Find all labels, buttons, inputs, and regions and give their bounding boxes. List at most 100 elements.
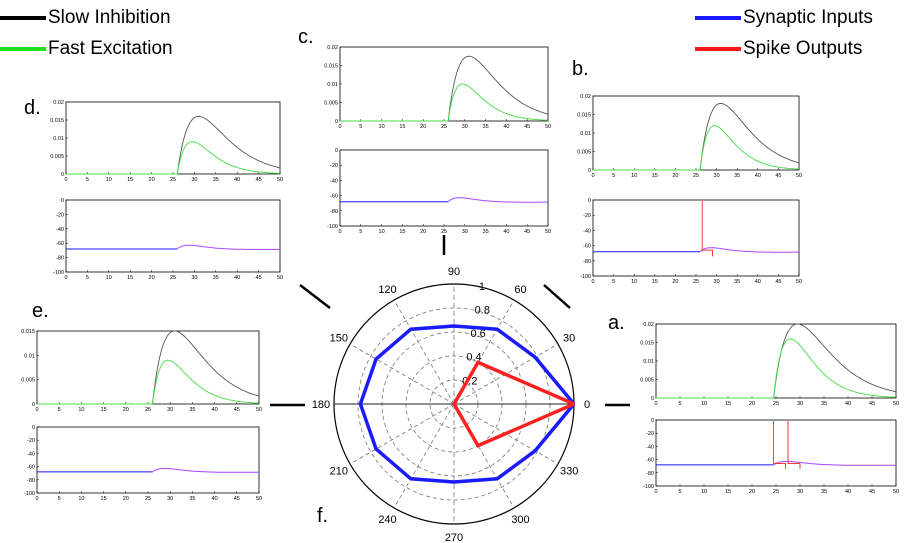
x-tick-label: 20 [123, 496, 129, 502]
legend-label: Spike Outputs [743, 38, 863, 59]
x-tick-label: 50 [893, 489, 899, 495]
axes-frame [36, 330, 260, 405]
y-tick-label: -60 [646, 458, 654, 464]
x-tick-label: 10 [78, 496, 84, 502]
y-tick-label: 0.005 [640, 378, 654, 384]
x-tick-label: 25 [441, 124, 447, 130]
x-tick-label: 45 [869, 401, 875, 407]
fast-excitation-trace [340, 83, 549, 122]
subplot-d-bottom: 0 5 10 15 20 25 30 35 40 45 50 0 -20 -40 -60 -80 -100 [53, 198, 283, 281]
y-tick-label: -60 [330, 194, 338, 200]
legend-label: Synaptic Inputs [743, 7, 873, 28]
y-tick-label: 0 [61, 172, 64, 178]
x-tick-label: 5 [612, 279, 615, 285]
y-tick-label: -40 [56, 227, 64, 233]
membrane-trace-post [773, 460, 896, 466]
y-tick-label: -40 [583, 228, 591, 234]
x-tick-label: 5 [58, 496, 61, 502]
y-tick-label: -40 [330, 178, 338, 184]
y-tick-label: 0.015 [21, 329, 35, 335]
y-tick-label: -80 [27, 478, 35, 484]
x-tick-label: 0 [35, 496, 38, 502]
x-tick-label: 15 [652, 173, 658, 179]
x-tick-label: 0 [64, 275, 67, 281]
x-tick-label: 0 [35, 407, 38, 413]
y-tick-label: -20 [330, 163, 338, 169]
x-tick-label: 35 [734, 279, 740, 285]
connector-d [299, 284, 331, 309]
y-tick-label: 0.01 [327, 82, 338, 88]
x-tick-label: 20 [420, 229, 426, 235]
polar-angle-label-60: 60 [514, 284, 526, 296]
x-tick-label: 25 [170, 177, 176, 183]
x-tick-label: 0 [591, 173, 594, 179]
x-tick-label: 30 [462, 124, 468, 130]
polar-spoke-240 [393, 403, 455, 509]
x-tick-label: 30 [797, 489, 803, 495]
y-tick-label: -40 [27, 451, 35, 457]
x-tick-label: 20 [149, 177, 155, 183]
polar-series-synaptic-inputs [358, 324, 576, 484]
x-tick-label: 30 [191, 177, 197, 183]
y-tick-label: 0.02 [53, 100, 64, 106]
x-tick-label: 25 [773, 401, 779, 407]
legend-label: Fast Excitation [48, 38, 173, 59]
y-tick-label: 0.005 [50, 154, 64, 160]
y-tick-label: 0 [335, 119, 338, 125]
legend-slow-inhibition: Slow Inhibition [0, 7, 171, 29]
y-tick-label: -20 [56, 212, 64, 218]
membrane-trace-post [176, 244, 280, 250]
subplot-b-bottom: 0 5 10 15 20 25 30 35 40 45 50 0 -20 -40 -60 -80 -100 [580, 198, 802, 285]
x-tick-label: 35 [189, 496, 195, 502]
x-tick-label: 40 [503, 124, 509, 130]
x-tick-label: 40 [234, 275, 240, 281]
x-tick-label: 5 [86, 177, 89, 183]
polar-spoke-60 [453, 299, 515, 405]
y-tick-label: 0.015 [640, 341, 654, 347]
legend-swatch-slow [0, 16, 46, 20]
x-tick-label: 35 [483, 229, 489, 235]
y-tick-label: -60 [27, 465, 35, 471]
x-tick-label: 25 [773, 489, 779, 495]
x-tick-label: 40 [503, 229, 509, 235]
x-tick-label: 30 [167, 496, 173, 502]
x-tick-label: 45 [775, 173, 781, 179]
subplot-c-top: 0 5 10 15 20 25 30 35 40 45 50 0 0.005 0.01 0.015 0.02 [324, 45, 551, 130]
y-tick-label: 0.01 [24, 353, 35, 359]
polar-angle-label-240: 240 [378, 514, 396, 526]
x-tick-label: 20 [749, 489, 755, 495]
panel-label-c: c. [298, 26, 314, 48]
x-tick-label: 30 [191, 275, 197, 281]
polar-radius-label-2: 0.6 [471, 328, 486, 340]
polar-angle-label-150: 150 [330, 333, 348, 345]
x-tick-label: 45 [524, 229, 530, 235]
polar-angle-label-270: 270 [445, 532, 463, 543]
legend-synaptic-inputs: Synaptic Inputs [695, 7, 873, 29]
y-tick-label: -20 [583, 213, 591, 219]
polar-spoke-210 [349, 403, 455, 465]
x-tick-label: 40 [212, 407, 218, 413]
y-tick-label: -100 [643, 484, 654, 490]
x-tick-label: 40 [845, 489, 851, 495]
x-tick-label: 40 [755, 279, 761, 285]
x-tick-label: 35 [821, 489, 827, 495]
fast-excitation-trace [66, 141, 281, 175]
x-tick-label: 35 [483, 124, 489, 130]
x-tick-label: 0 [338, 229, 341, 235]
y-tick-label: 0.015 [577, 113, 591, 119]
x-tick-label: 5 [612, 173, 615, 179]
x-tick-label: 30 [714, 173, 720, 179]
panel-label-f: f. [317, 505, 329, 527]
y-tick-label: -100 [53, 270, 64, 276]
x-tick-label: 25 [693, 173, 699, 179]
x-tick-label: 50 [796, 173, 802, 179]
x-tick-label: 0 [654, 401, 657, 407]
connector-b [543, 284, 571, 309]
y-tick-label: 0 [61, 198, 64, 204]
x-tick-label: 20 [420, 124, 426, 130]
y-tick-label: 0.02 [327, 45, 338, 51]
y-tick-label: 0.02 [580, 94, 591, 100]
x-tick-label: 35 [821, 401, 827, 407]
x-tick-label: 35 [189, 407, 195, 413]
